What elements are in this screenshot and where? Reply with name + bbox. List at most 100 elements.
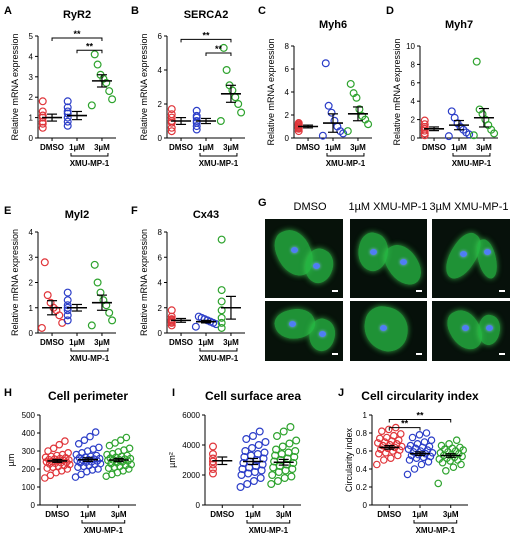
data-point — [208, 465, 217, 474]
x-tick-label-d: DMSO — [422, 143, 446, 152]
y-axis-label-i: µm² — [167, 452, 177, 468]
chart-title-b: SERCA2 — [184, 9, 229, 21]
x-tick-label-e: DMSO — [40, 338, 64, 347]
y-tick-label-d: 0 — [411, 134, 416, 143]
data-point — [63, 117, 72, 126]
data-point — [444, 132, 453, 141]
group-bracket-e — [70, 348, 109, 352]
chart-e: E Myl2 0 1 2 3 4 Relative mRNA expression DMSO 1µ… — [4, 205, 117, 363]
group-bracket-b — [199, 153, 238, 157]
y-axis-label-e: Relative mRNA expression — [10, 229, 20, 336]
significance-label: ** — [86, 41, 94, 51]
data-point — [447, 107, 456, 116]
data-point — [63, 121, 72, 130]
y-tick-label-e: 3 — [29, 253, 34, 262]
x-tick-label-h: DMSO — [45, 510, 69, 519]
data-point — [63, 311, 72, 320]
panel-letter-g: G — [258, 197, 267, 209]
data-point — [324, 101, 333, 110]
chart-title-f: Cx43 — [193, 209, 219, 221]
y-axis-label-h: µm — [6, 454, 16, 467]
data-point — [249, 432, 258, 441]
data-point — [236, 483, 245, 492]
data-point — [61, 437, 69, 445]
y-tick-label-a: 1 — [29, 114, 34, 123]
data-point — [87, 321, 96, 330]
data-point — [355, 105, 364, 114]
data-point — [410, 465, 419, 473]
y-tick-label-a: 0 — [29, 134, 34, 143]
data-point — [321, 59, 330, 68]
y-tick-label-j: 0.6 — [356, 447, 368, 456]
micrograph-3um-bottom — [432, 301, 510, 361]
data-point — [420, 120, 429, 129]
panel-letter-e: E — [4, 205, 11, 217]
data-point — [231, 93, 240, 102]
data-point — [167, 315, 176, 324]
x-tick-label-d: 3µM — [476, 143, 492, 152]
data-point — [217, 313, 226, 322]
data-point — [248, 444, 257, 453]
y-tick-label-b: 6 — [158, 32, 163, 41]
significance-label: ** — [202, 30, 210, 40]
y-tick-label-e: 4 — [29, 228, 34, 237]
panel-letter-c: C — [258, 5, 266, 17]
y-tick-label-h: 0 — [31, 501, 36, 510]
data-point — [457, 460, 465, 469]
data-point — [254, 441, 263, 450]
chart-h: H Cell perimeter 0 100 200 300 400 500 µm DMSO 1µM… — [4, 387, 136, 535]
y-tick-label-i: 0 — [196, 501, 201, 510]
data-point — [420, 116, 429, 125]
data-point — [192, 111, 201, 120]
data-point — [327, 108, 336, 117]
y-tick-label-f: 2 — [158, 304, 163, 313]
data-point — [249, 477, 258, 486]
y-tick-label-i: 4000 — [182, 441, 200, 450]
data-point — [437, 441, 446, 450]
data-point — [445, 439, 453, 448]
chart-c: C Myh6 0 2 4 6 8 Relative mRNA expression DMSO 1µ… — [258, 5, 373, 168]
group-label-c: XMU-MP-1 — [326, 159, 366, 168]
data-point — [63, 296, 72, 305]
panel-letter-a: A — [4, 5, 12, 17]
data-point — [257, 466, 266, 475]
x-tick-label-i: 3µM — [276, 510, 292, 519]
data-point — [386, 454, 395, 463]
data-point — [377, 427, 386, 436]
chart-title-h: Cell perimeter — [48, 389, 128, 403]
data-point — [260, 448, 269, 457]
data-point — [452, 436, 461, 445]
y-tick-label-j: 1 — [363, 411, 368, 420]
data-point — [241, 447, 250, 456]
panel-letter-f: F — [131, 205, 138, 217]
y-tick-label-j: 0.4 — [356, 465, 368, 474]
micrograph-title-3um: 3µM XMU-MP-1 — [429, 201, 509, 213]
y-tick-label-h: 100 — [22, 483, 36, 492]
data-point — [53, 451, 61, 460]
chart-title-a: RyR2 — [63, 9, 91, 21]
micrograph-title-dmso: DMSO — [293, 201, 327, 213]
data-point — [42, 457, 51, 466]
chart-j: J Cell circularity index 0 0.2 0.4 0.6 0.8 1 Cir… — [338, 387, 479, 535]
data-point — [415, 430, 424, 439]
x-tick-label-a: DMSO — [40, 143, 64, 152]
y-tick-label-i: 6000 — [182, 411, 200, 420]
group-bracket-i — [246, 520, 291, 524]
data-point — [208, 454, 217, 463]
data-point — [358, 112, 367, 121]
data-point — [422, 429, 431, 437]
chart-title-c: Myh6 — [319, 19, 347, 31]
data-point — [63, 316, 72, 325]
data-point — [375, 434, 384, 443]
y-tick-label-e: 1 — [29, 304, 34, 313]
data-point — [374, 449, 383, 458]
chart-f: F Cx43 0 2 4 6 8 Relative mRNA expression DMSO 1µ… — [131, 205, 245, 363]
y-tick-label-d: 8 — [411, 60, 416, 69]
data-point — [80, 436, 89, 445]
data-point — [219, 43, 228, 52]
data-point — [408, 433, 417, 442]
data-point — [403, 470, 412, 479]
y-axis-label-b: Relative mRNA expression — [139, 33, 149, 140]
data-point — [242, 435, 251, 444]
